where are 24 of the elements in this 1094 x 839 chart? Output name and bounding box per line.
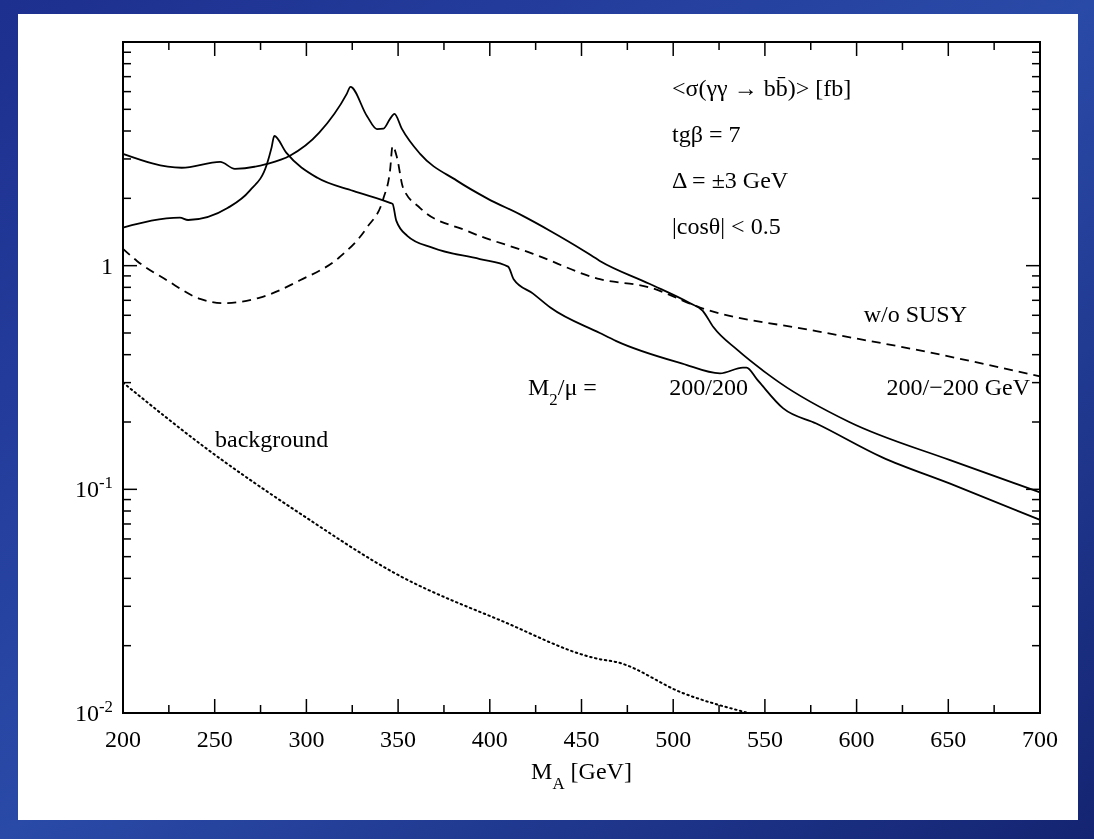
x-tick-label: 300 <box>288 726 325 752</box>
annotation: |cosθ| < 0.5 <box>672 213 781 239</box>
x-tick-label: 450 <box>563 726 600 752</box>
annotation: tgβ = 7 <box>672 121 741 147</box>
series-label: 200/200 <box>669 374 748 400</box>
annotation: <σ(γγ → bb̄)> [fb] <box>672 75 852 101</box>
x-tick-label: 500 <box>655 726 692 752</box>
annotation: Δ = ±3 GeV <box>672 167 789 193</box>
x-tick-label: 200 <box>105 726 141 752</box>
y-tick-label: 10$^{-2}$ <box>75 696 113 726</box>
x-tick-label: 650 <box>930 726 967 752</box>
x-tick-label: 250 <box>196 726 233 752</box>
annotation: M$_{2}$/μ = <box>528 374 597 409</box>
y-tick-label: 10$^{-1}$ <box>75 472 113 503</box>
x-tick-label: 550 <box>746 726 783 752</box>
legend-label: 200/−200 GeV <box>886 374 1031 400</box>
y-tick-label: 1 <box>101 252 113 279</box>
x-tick-label: 600 <box>838 726 875 752</box>
x-tick-label: 400 <box>471 726 508 752</box>
x-axis-title: M$_{A}$ [GeV] <box>531 758 632 793</box>
series-label: w/o SUSY <box>863 301 967 327</box>
x-tick-label: 700 <box>1022 726 1058 752</box>
x-tick-label: 350 <box>380 726 417 752</box>
series-label: background <box>215 426 329 452</box>
